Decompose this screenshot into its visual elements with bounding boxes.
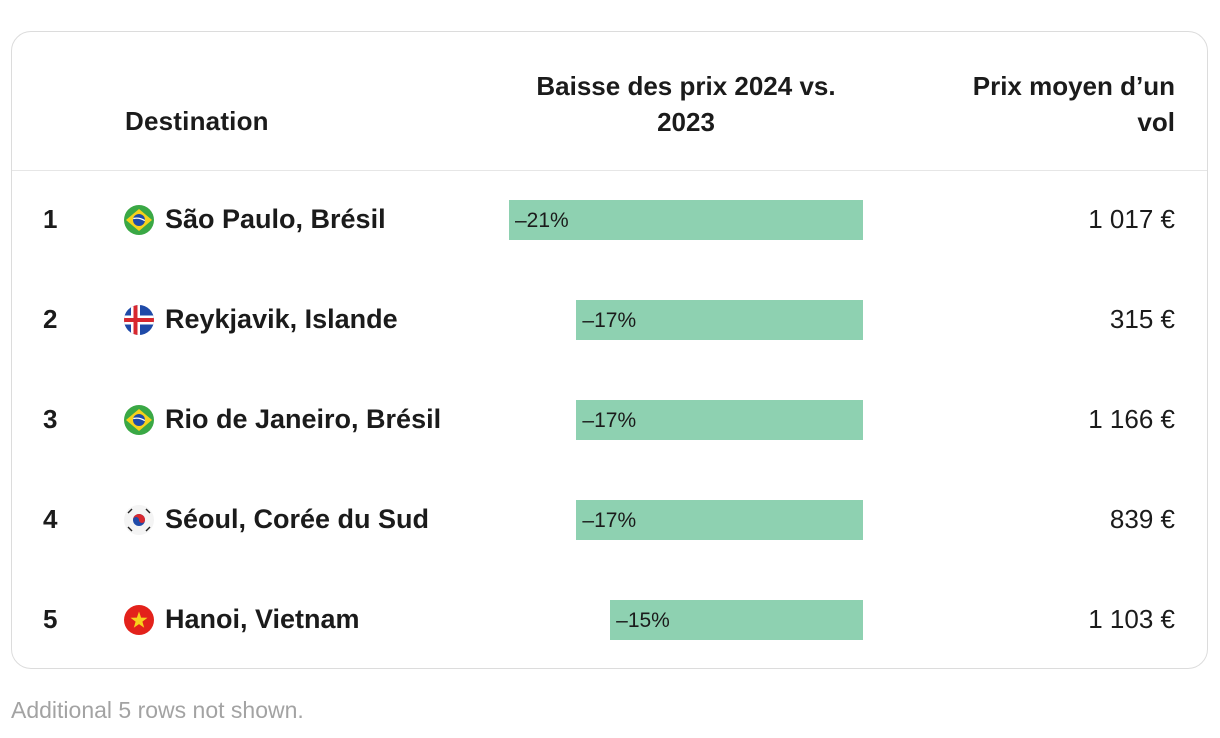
header-average-price-line1: Prix moyen d’un	[972, 71, 1175, 101]
header-average-price-line2: vol	[1137, 107, 1175, 137]
row-average-price: 1 166 €	[1088, 404, 1175, 434]
row-rank: 5	[43, 604, 58, 634]
table-card: Destination Baisse des prix 2024 vs. 202…	[11, 31, 1208, 669]
row-average-price: 1 103 €	[1088, 604, 1175, 634]
header-price-drop: Baisse des prix 2024 vs. 2023	[508, 68, 864, 140]
price-drop-label: –17%	[582, 409, 637, 432]
table-row: 2 Reykjavik, Islande –17% 315 €	[12, 271, 1207, 371]
table-row: 1 São Paulo, Brésil –21% 1 017 €	[12, 171, 1207, 271]
brazil-flag-icon	[124, 205, 154, 235]
row-destination: Rio de Janeiro, Brésil	[165, 404, 442, 434]
row-rank: 4	[43, 504, 58, 534]
table-header: Destination Baisse des prix 2024 vs. 202…	[12, 32, 1207, 171]
price-drop-bar	[610, 600, 863, 640]
price-drop-label: –17%	[582, 309, 637, 332]
price-drop-label: –17%	[582, 509, 637, 532]
row-average-price: 1 017 €	[1088, 204, 1175, 234]
table-row: 4 Séoul, Corée du Sud –17% 839 €	[12, 471, 1207, 571]
row-rank: 2	[43, 304, 58, 334]
footnote: Additional 5 rows not shown.	[11, 697, 304, 723]
header-price-drop-line2: 2023	[657, 107, 715, 137]
header-price-drop-line1: Baisse des prix 2024 vs.	[536, 71, 836, 101]
table-row: 5 Hanoi, Vietnam –15% 1 103 €	[12, 571, 1207, 671]
row-destination: Hanoi, Vietnam	[165, 604, 360, 634]
row-destination: Reykjavik, Islande	[165, 304, 398, 334]
iceland-flag-icon	[124, 305, 154, 335]
row-average-price: 315 €	[1109, 304, 1175, 334]
south-korea-flag-icon	[124, 505, 154, 535]
row-destination: São Paulo, Brésil	[165, 204, 386, 234]
table-row: 3 Rio de Janeiro, Brésil –17% 1 166 €	[12, 371, 1207, 471]
brazil-flag-icon	[124, 405, 154, 435]
row-destination: Séoul, Corée du Sud	[165, 504, 430, 534]
row-rank: 3	[43, 404, 58, 434]
row-average-price: 839 €	[1109, 504, 1175, 534]
price-drop-bar	[509, 200, 863, 240]
price-drop-label: –21%	[515, 209, 569, 232]
price-drop-label: –15%	[616, 609, 670, 632]
price-drop-bar	[576, 500, 863, 540]
price-drop-bar	[576, 300, 863, 340]
row-rank: 1	[43, 204, 58, 234]
header-average-price: Prix moyen d’un vol	[915, 68, 1175, 140]
price-drop-bar	[576, 400, 863, 440]
vietnam-flag-icon	[124, 605, 154, 635]
header-destination: Destination	[125, 106, 269, 136]
